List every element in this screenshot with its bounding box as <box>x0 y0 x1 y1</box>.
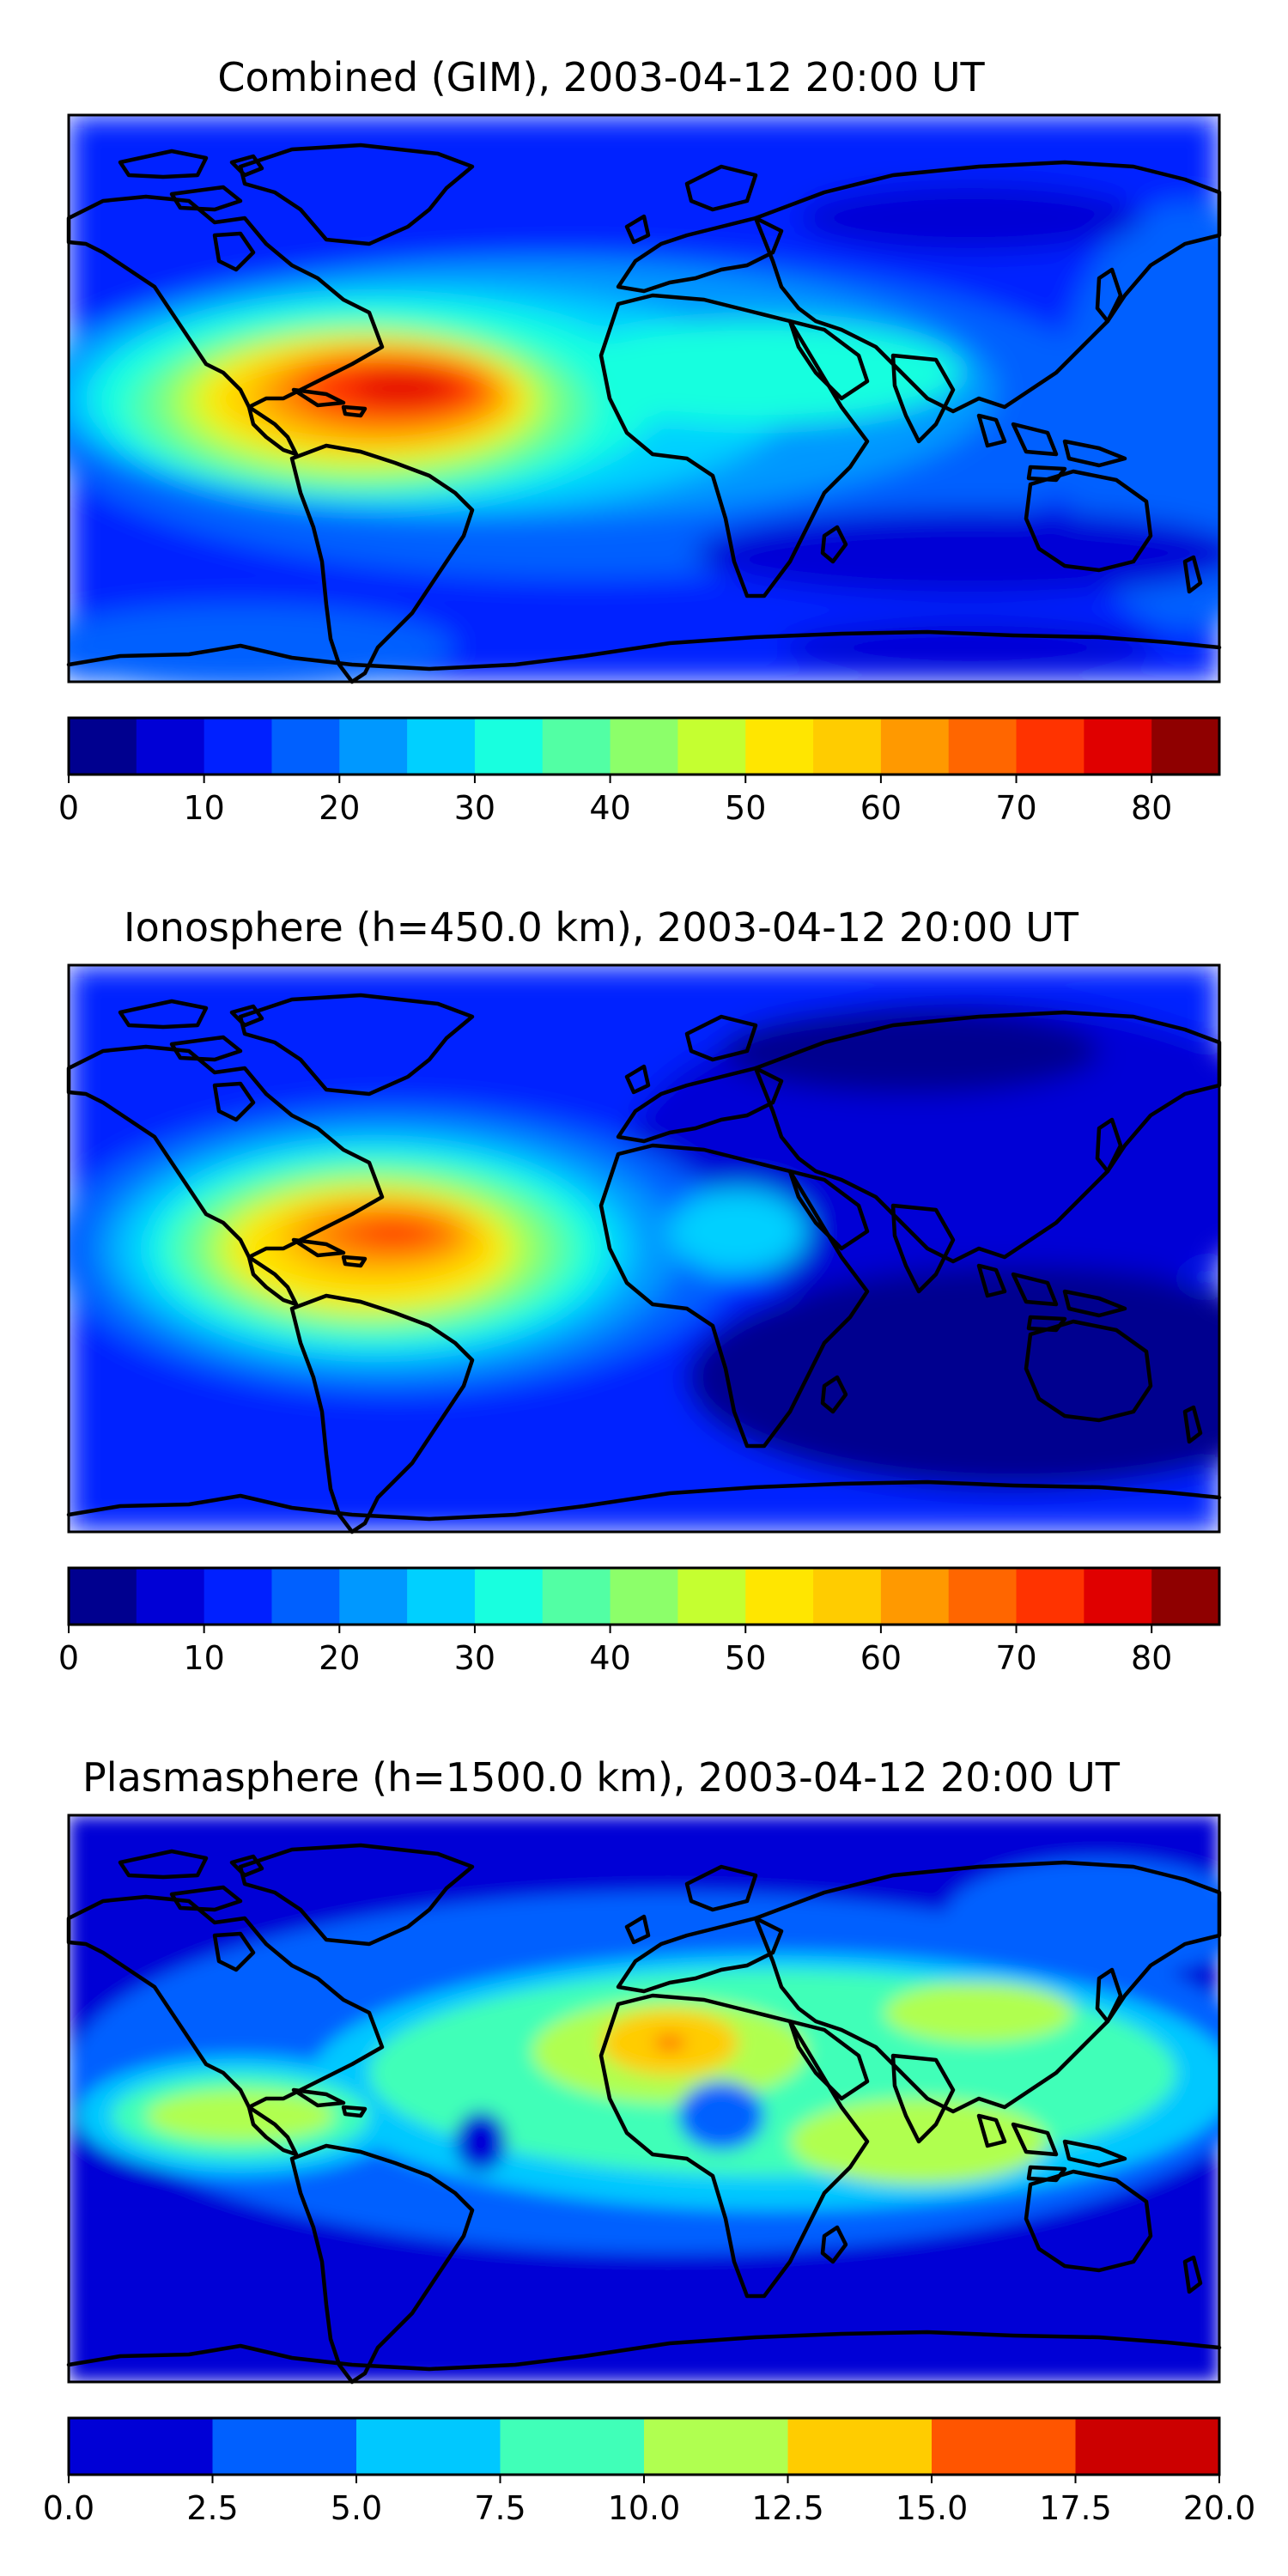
colorbar-tick-label: 60 <box>860 1639 902 1677</box>
colorbar-ionosphere: 0 10 20 30 40 50 60 70 80 <box>58 1566 1221 1677</box>
colorbar-tick-label: 80 <box>1131 789 1172 827</box>
colorbar-tick-label: 0.0 <box>43 2489 94 2527</box>
colorbar-tick-label: 80 <box>1131 1639 1172 1677</box>
colorbar-tick-label: 40 <box>589 1639 630 1677</box>
colorbar-segment <box>356 2418 501 2475</box>
colorbar-tick-label: 50 <box>725 1639 766 1677</box>
colorbar-segment <box>136 718 205 775</box>
colorbar-segment <box>745 718 814 775</box>
colorbar-segment <box>880 718 950 775</box>
panel-title: Plasmasphere (h=1500.0 km), 2003-04-12 2… <box>82 1754 1121 1801</box>
colorbar-tick-label: 15.0 <box>896 2489 969 2527</box>
colorbar-tick-label: 10 <box>183 789 224 827</box>
colorbar-tick-label: 60 <box>860 789 902 827</box>
colorbar-segment <box>1151 1568 1220 1625</box>
colorbar-segment <box>339 718 408 775</box>
colorbar-segment <box>407 1568 476 1625</box>
colorbar-segment <box>745 1568 814 1625</box>
colorbar-segment <box>813 718 882 775</box>
colorbar-segment <box>1151 718 1220 775</box>
colorbar-segment <box>677 718 746 775</box>
panel-title: Combined (GIM), 2003-04-12 20:00 UT <box>217 54 985 100</box>
colorbar-segment <box>271 718 340 775</box>
colorbar-tick-label: 17.5 <box>1039 2489 1112 2527</box>
colorbar-segment <box>1084 1568 1152 1625</box>
panel-plasmasphere: Plasmasphere (h=1500.0 km), 2003-04-12 2… <box>43 1754 1271 2527</box>
colorbar-tick-label: 40 <box>589 789 630 827</box>
colorbar-segment <box>204 1568 273 1625</box>
colorbar-combined: 0 10 20 30 40 50 60 70 80 <box>58 716 1221 827</box>
colorbar-tick-label: 30 <box>454 789 495 827</box>
colorbar-segment <box>813 1568 882 1625</box>
colorbar-segment <box>69 718 137 775</box>
colorbar-segment <box>948 718 1018 775</box>
colorbar-segment <box>474 1568 544 1625</box>
colorbar-segment <box>271 1568 340 1625</box>
colorbar-segment <box>610 1568 679 1625</box>
colorbar-tick-label: 5.0 <box>331 2489 382 2527</box>
colorbar-segment <box>407 718 476 775</box>
colorbar-segment <box>932 2418 1077 2475</box>
colorbar-tick-label: 70 <box>995 1639 1036 1677</box>
colorbar-tick-label: 50 <box>725 789 766 827</box>
colorbar-segment <box>136 1568 205 1625</box>
colorbar-tick-label: 0 <box>58 1639 79 1677</box>
panel-ionosphere: Ionosphere (h=450.0 km), 2003-04-12 20:0… <box>52 904 1288 1677</box>
colorbar-segment <box>1075 2418 1220 2475</box>
colorbar-segment <box>880 1568 950 1625</box>
colorbar-plasmasphere: 0.0 2.5 5.0 7.5 10.0 12.5 15.0 17.5 20.0 <box>43 2416 1256 2527</box>
colorbar-segment <box>1084 718 1152 775</box>
colorbar-tick-label: 12.5 <box>751 2489 824 2527</box>
colorbar-tick-label: 10.0 <box>608 2489 681 2527</box>
colorbar-segment <box>500 2418 645 2475</box>
colorbar-tick-label: 20 <box>319 1639 360 1677</box>
colorbar-segment <box>69 2418 214 2475</box>
map-plasmasphere <box>69 1814 1271 2382</box>
colorbar-segment <box>1016 718 1084 775</box>
colorbar-segment <box>339 1568 408 1625</box>
colorbar-segment <box>204 718 273 775</box>
colorbar-tick-label: 10 <box>183 1639 224 1677</box>
colorbar-frame <box>67 716 1221 776</box>
colorbar-segment <box>474 718 544 775</box>
colorbar-segment <box>542 1568 611 1625</box>
colorbar-segment <box>542 718 611 775</box>
colorbar-tick-label: 70 <box>995 789 1036 827</box>
panel-title: Ionosphere (h=450.0 km), 2003-04-12 20:0… <box>124 904 1079 951</box>
panel-combined: Combined (GIM), 2003-04-12 20:00 UT <box>26 54 1288 827</box>
colorbar-tick-label: 2.5 <box>186 2489 238 2527</box>
colorbar-segment <box>787 2418 933 2475</box>
colorbar-tick-label: 7.5 <box>474 2489 526 2527</box>
colorbar-segment <box>948 1568 1018 1625</box>
colorbar-segment <box>69 1568 137 1625</box>
colorbar-tick-label: 0 <box>58 789 79 827</box>
colorbar-segment <box>677 1568 746 1625</box>
colorbar-tick-label: 20 <box>319 789 360 827</box>
colorbar-segment <box>644 2418 789 2475</box>
colorbar-frame <box>67 1566 1221 1626</box>
colorbar-tick-label: 30 <box>454 1639 495 1677</box>
colorbar-segment <box>1016 1568 1084 1625</box>
map-ionosphere <box>52 963 1288 1532</box>
colorbar-tick-label: 20.0 <box>1183 2489 1256 2527</box>
colorbar-segment <box>610 718 679 775</box>
map-combined <box>26 113 1288 690</box>
colorbar-segment <box>212 2418 357 2475</box>
